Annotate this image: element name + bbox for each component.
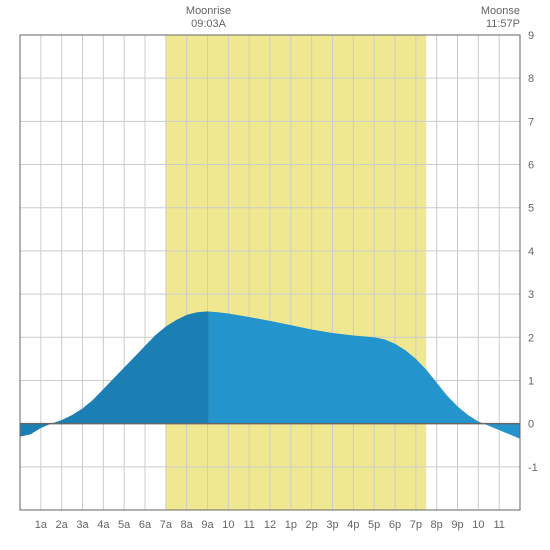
header-label: Moonrise <box>186 5 231 17</box>
x-tick-label: 4a <box>97 519 110 531</box>
y-tick-label: 8 <box>528 73 534 85</box>
x-tick-label: 11 <box>493 519 504 531</box>
y-tick-label: 5 <box>528 203 534 215</box>
header-label: Moonse <box>481 5 520 17</box>
y-tick-label: 0 <box>528 419 534 431</box>
y-tick-label: 7 <box>528 116 534 128</box>
moon-band <box>166 35 426 510</box>
x-tick-label: 2a <box>56 519 69 531</box>
x-tick-label: 2p <box>306 519 318 531</box>
x-tick-label: 1p <box>285 519 297 531</box>
x-tick-label: 11 <box>243 519 254 531</box>
x-tick-label: 6a <box>139 519 152 531</box>
y-tick-label: 3 <box>528 289 534 301</box>
x-tick-label: 6p <box>389 519 401 531</box>
chart-svg: -101234567891a2a3a4a5a6a7a8a9a1011121p2p… <box>0 0 550 550</box>
x-tick-label: 9p <box>451 519 463 531</box>
x-tick-label: 10 <box>472 519 484 531</box>
x-tick-label: 3p <box>326 519 338 531</box>
x-tick-label: 3a <box>76 519 89 531</box>
tide-moon-chart: -101234567891a2a3a4a5a6a7a8a9a1011121p2p… <box>0 0 550 550</box>
y-tick-label: 9 <box>528 30 534 42</box>
x-tick-label: 8p <box>431 519 443 531</box>
header-time: 09:03A <box>191 18 227 30</box>
x-tick-label: 5a <box>118 519 131 531</box>
x-tick-label: 4p <box>347 519 359 531</box>
x-tick-label: 5p <box>368 519 380 531</box>
y-tick-label: 4 <box>528 246 534 258</box>
y-tick-label: 1 <box>528 375 534 387</box>
x-tick-label: 1a <box>35 519 48 531</box>
header-time: 11:57P <box>486 18 520 30</box>
x-tick-label: 7p <box>410 519 422 531</box>
x-tick-label: 8a <box>181 519 194 531</box>
x-tick-label: 9a <box>201 519 214 531</box>
x-tick-label: 7a <box>160 519 173 531</box>
y-tick-label: 6 <box>528 160 534 172</box>
y-tick-label: -1 <box>528 462 538 474</box>
x-tick-label: 10 <box>222 519 234 531</box>
y-tick-label: 2 <box>528 332 534 344</box>
x-tick-label: 12 <box>264 519 276 531</box>
